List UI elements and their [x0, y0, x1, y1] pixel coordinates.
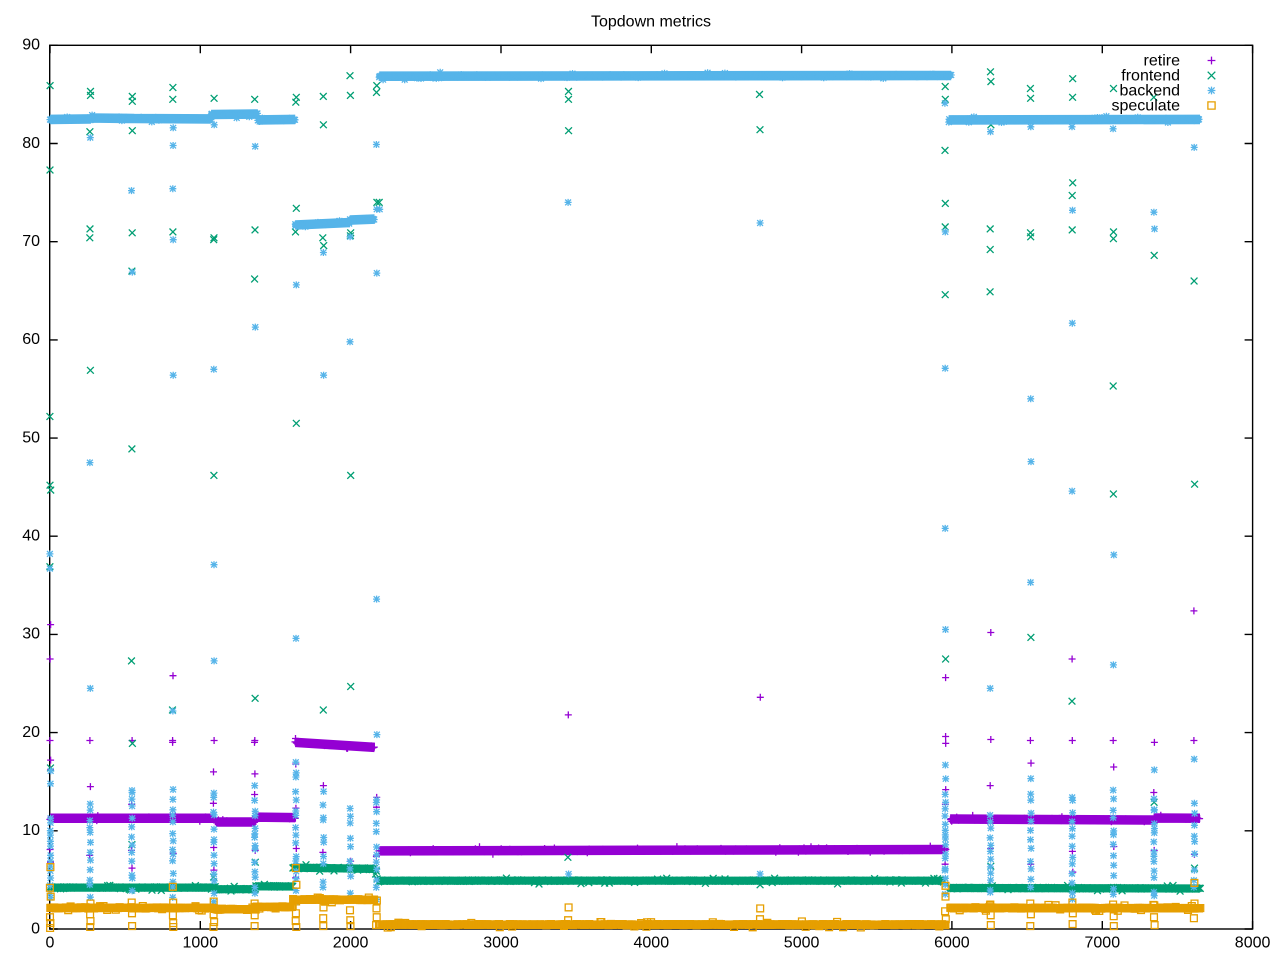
svg-text:4000: 4000 — [634, 935, 670, 952]
svg-text:60: 60 — [22, 331, 40, 348]
svg-text:6000: 6000 — [934, 935, 970, 952]
svg-text:50: 50 — [22, 429, 40, 446]
svg-text:0: 0 — [46, 935, 55, 952]
svg-text:10: 10 — [22, 822, 40, 839]
svg-text:80: 80 — [22, 135, 40, 152]
svg-text:70: 70 — [22, 233, 40, 250]
svg-text:5000: 5000 — [784, 935, 820, 952]
svg-text:40: 40 — [22, 528, 40, 545]
svg-text:8000: 8000 — [1235, 935, 1271, 952]
svg-text:Topdown metrics: Topdown metrics — [591, 14, 711, 31]
svg-text:1000: 1000 — [183, 935, 219, 952]
svg-text:0: 0 — [31, 920, 40, 937]
svg-text:speculate: speculate — [1112, 98, 1181, 115]
svg-text:30: 30 — [22, 626, 40, 643]
svg-text:90: 90 — [22, 37, 40, 54]
svg-text:2000: 2000 — [333, 935, 369, 952]
svg-text:20: 20 — [22, 724, 40, 741]
svg-text:3000: 3000 — [483, 935, 519, 952]
svg-text:7000: 7000 — [1085, 935, 1121, 952]
